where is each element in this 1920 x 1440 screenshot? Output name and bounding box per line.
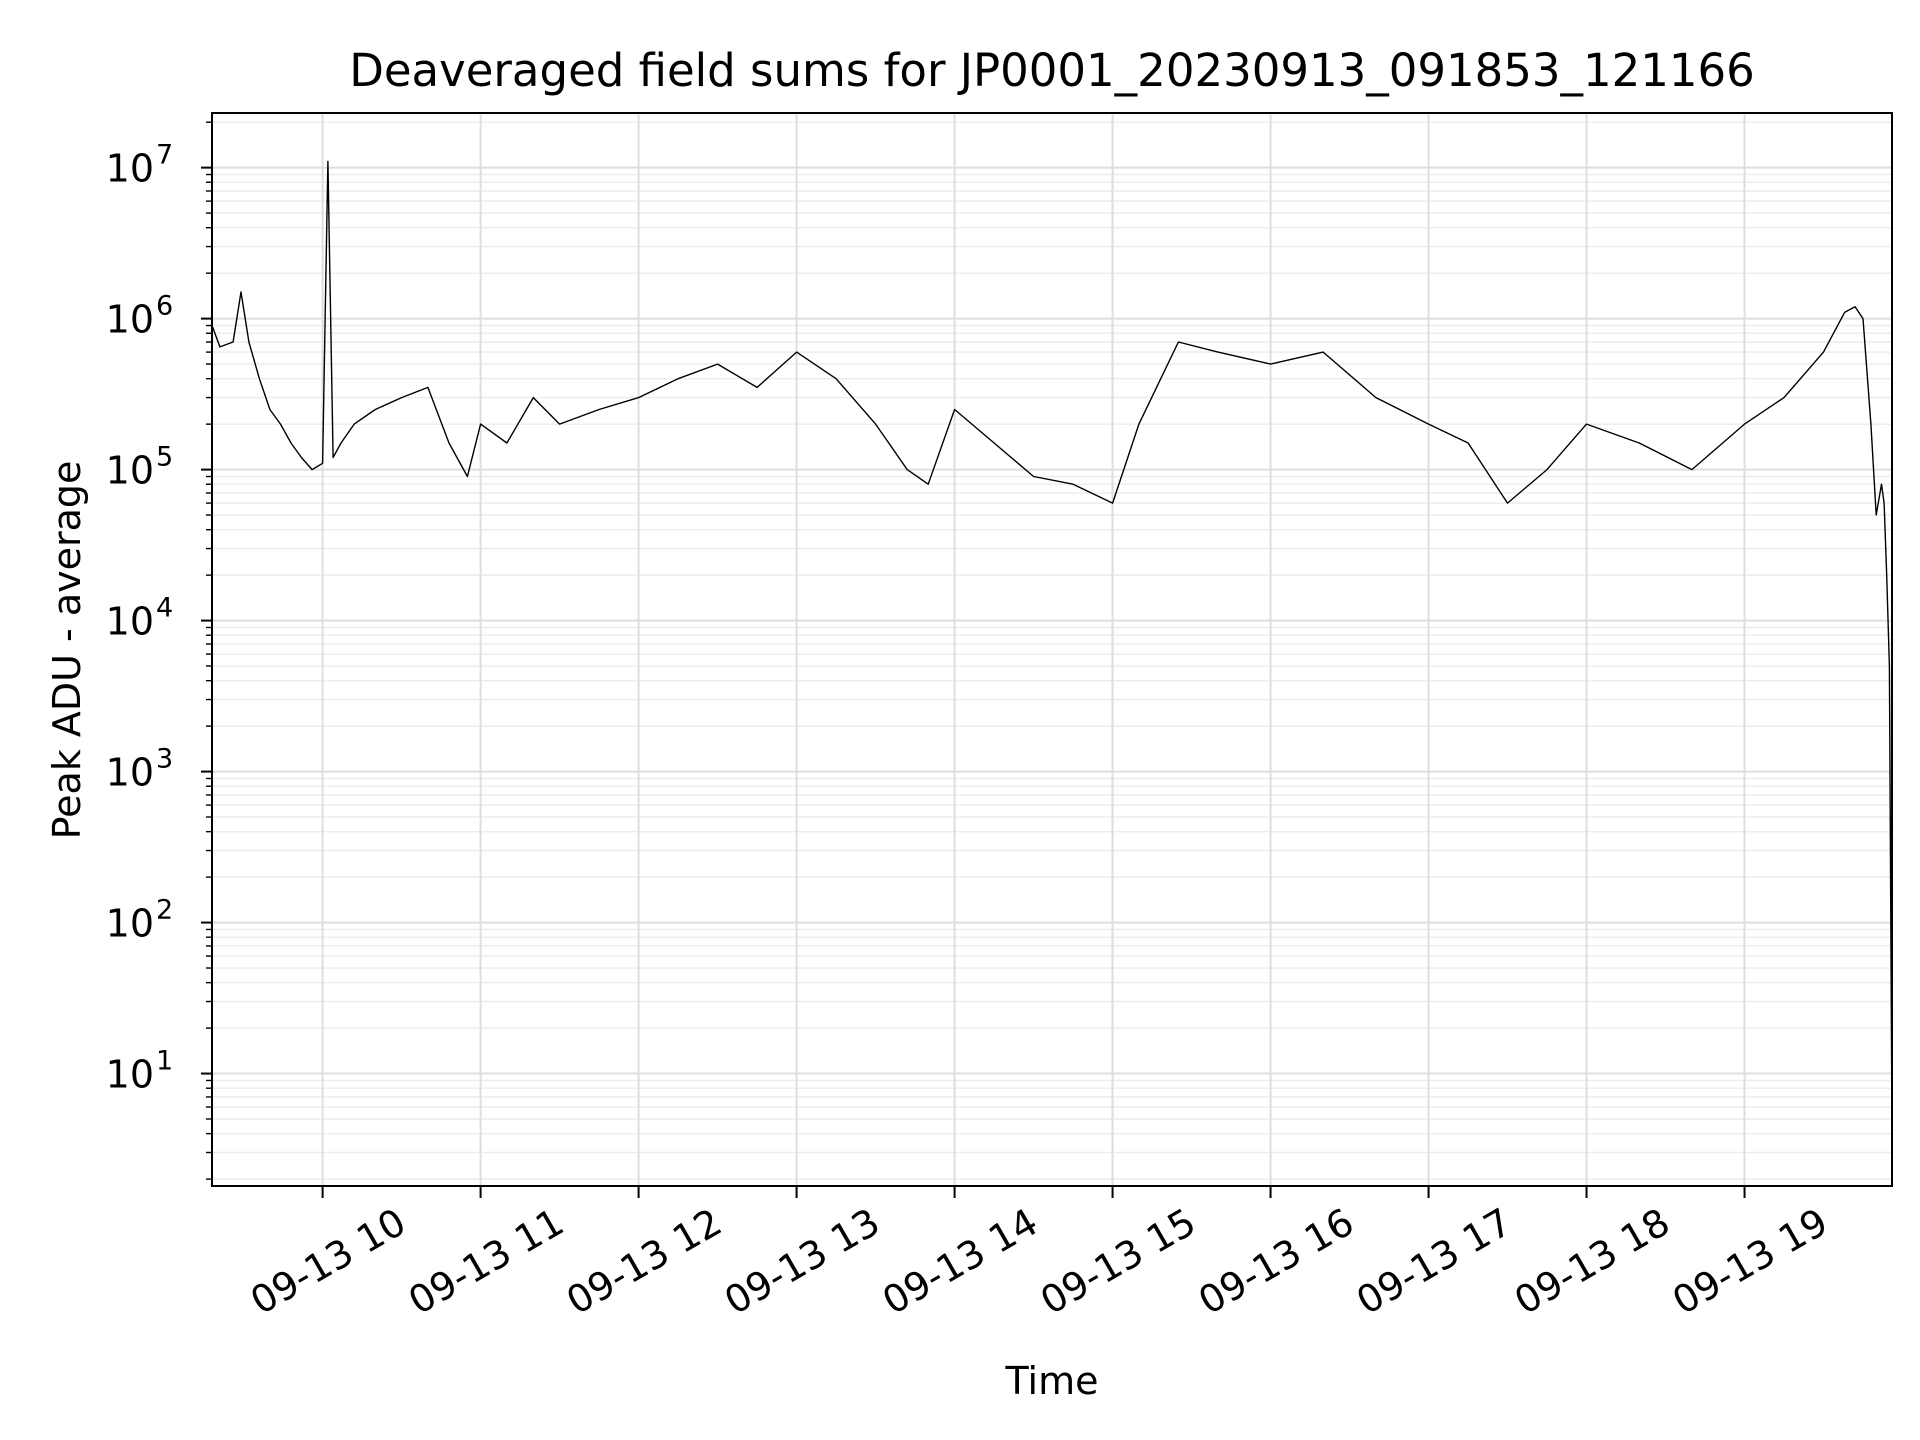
y-tick-label: 10 [106, 1053, 154, 1097]
y-tick-exponent: 2 [156, 895, 173, 926]
plot-area-frame [211, 112, 1893, 1187]
chart-title: Deaveraged field sums for JP0001_2023091… [349, 44, 1755, 97]
y-axis-label: Peak ADU - average [45, 461, 89, 840]
series-line [211, 160, 1893, 1134]
y-tick-exponent: 6 [156, 291, 173, 322]
y-tick-exponent: 3 [156, 744, 173, 775]
x-axis-label: Time [1005, 1359, 1099, 1403]
y-tick-label: 10 [106, 147, 154, 191]
minor-grid [212, 121, 1892, 1180]
y-tick-exponent: 5 [156, 442, 173, 473]
y-tick-exponent: 4 [156, 593, 173, 624]
y-tick-label: 10 [106, 600, 154, 644]
major-grid [212, 113, 1892, 1186]
y-tick-exponent: 7 [156, 140, 173, 171]
y-tick-label: 10 [106, 902, 154, 946]
y-tick-exponent: 1 [156, 1046, 173, 1077]
y-tick-label: 10 [106, 298, 154, 342]
y-tick-label: 10 [106, 449, 154, 493]
y-tick-label: 10 [106, 751, 154, 795]
